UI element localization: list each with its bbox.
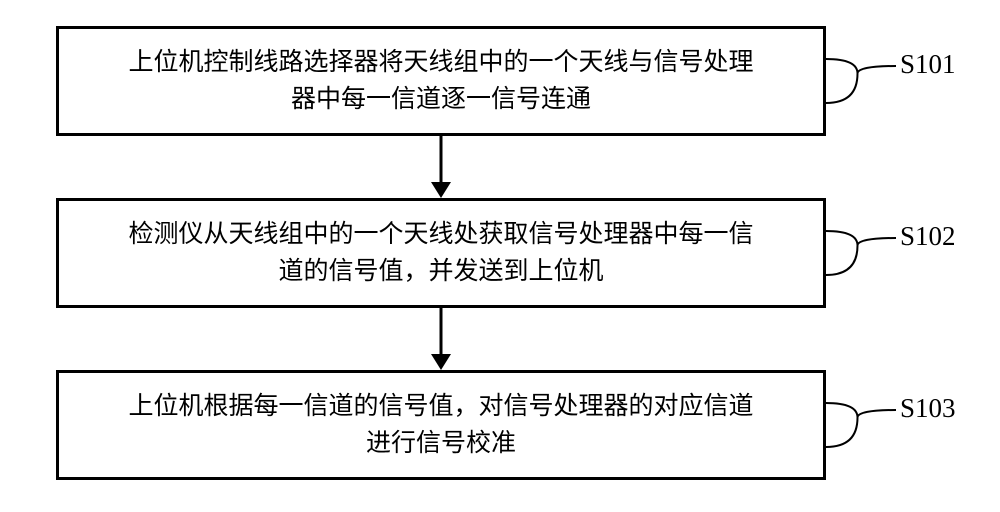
flow-arrow-down-icon: [429, 308, 453, 370]
flow-step-label: S103: [900, 393, 956, 424]
flow-step-label-text: S103: [900, 393, 956, 423]
label-connector-curve: [826, 208, 900, 283]
flow-step-box: 检测仪从天线组中的一个天线处获取信号处理器中每一信 道的信号值，并发送到上位机: [56, 198, 826, 308]
flow-step-label: S101: [900, 49, 956, 80]
flow-step-text: 检测仪从天线组中的一个天线处获取信号处理器中每一信 道的信号值，并发送到上位机: [128, 216, 753, 291]
flow-arrow-down-icon: [429, 136, 453, 198]
flow-step-box: 上位机根据每一信道的信号值，对信号处理器的对应信道 进行信号校准: [56, 370, 826, 480]
label-connector-curve: [826, 380, 900, 455]
label-connector-curve: [826, 36, 900, 111]
flow-step-box: 上位机控制线路选择器将天线组中的一个天线与信号处理 器中每一信道逐一信号连通: [56, 26, 826, 136]
flow-step-label-text: S101: [900, 49, 956, 79]
flow-step-text: 上位机控制线路选择器将天线组中的一个天线与信号处理 器中每一信道逐一信号连通: [128, 44, 753, 119]
flow-step-label-text: S102: [900, 221, 956, 251]
flowchart-canvas: 上位机控制线路选择器将天线组中的一个天线与信号处理 器中每一信道逐一信号连通 S1…: [0, 0, 1000, 512]
flow-step-label: S102: [900, 221, 956, 252]
flow-step-text: 上位机根据每一信道的信号值，对信号处理器的对应信道 进行信号校准: [128, 388, 753, 463]
